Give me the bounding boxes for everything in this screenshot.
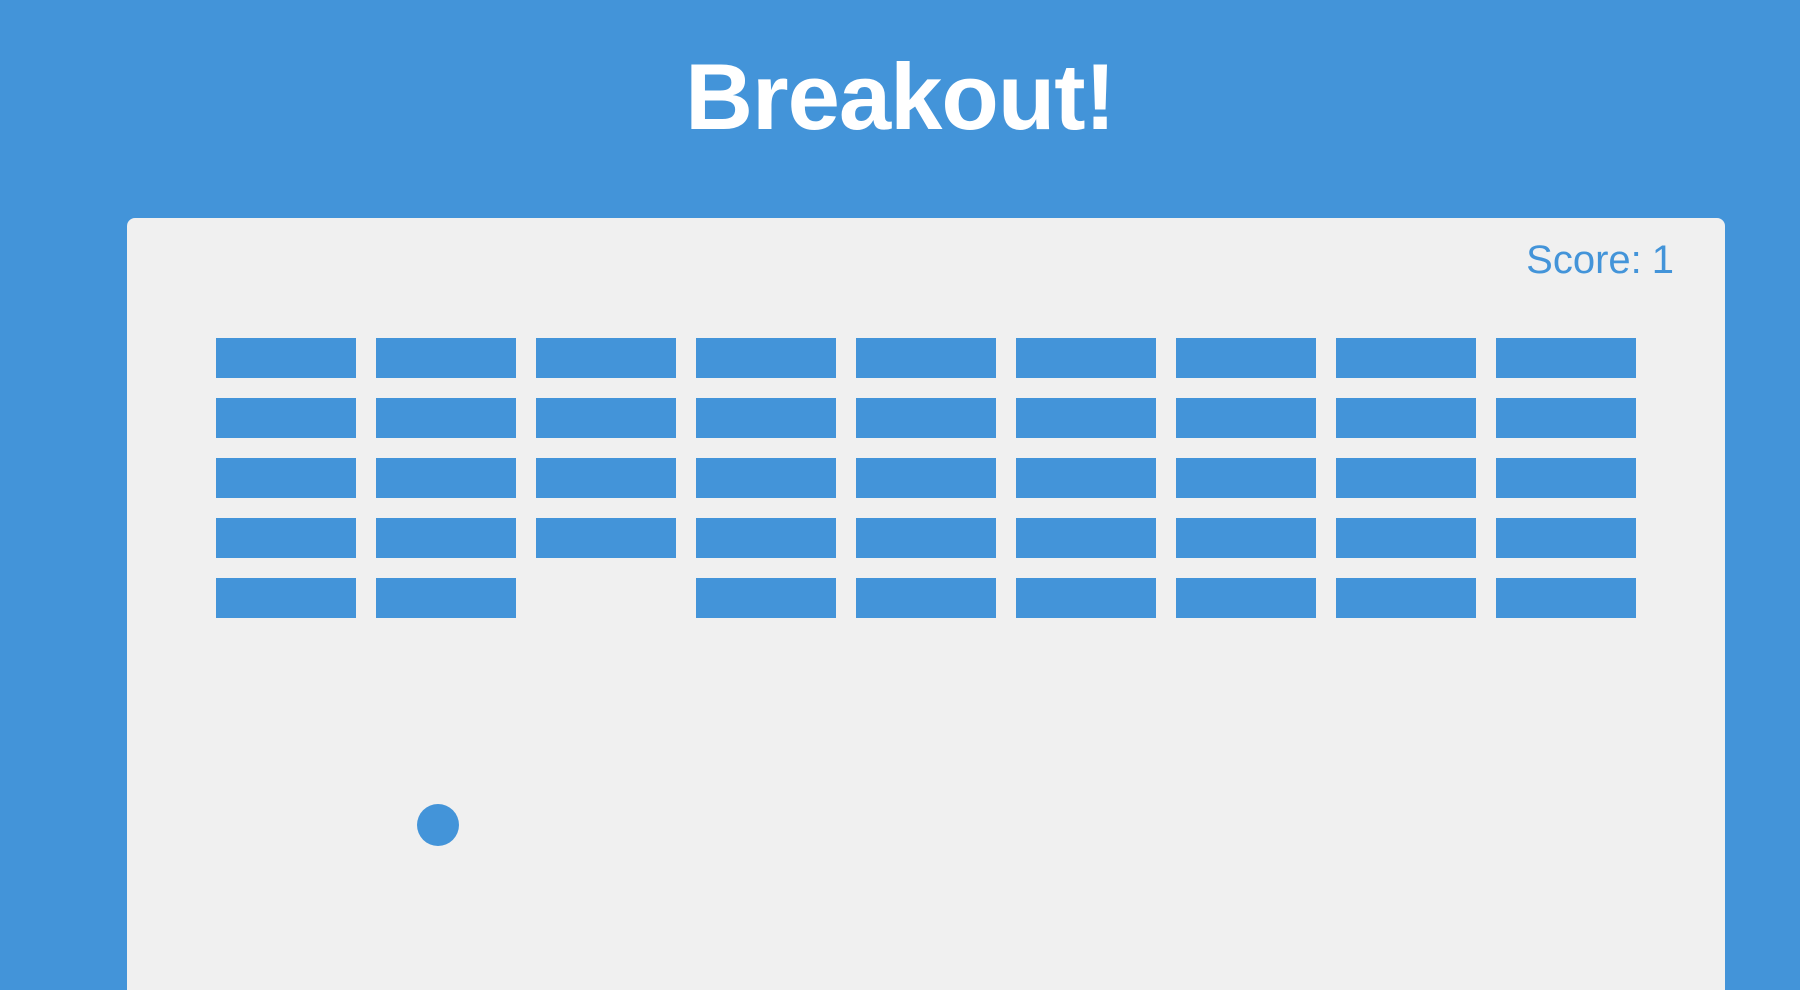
brick-r1-c9	[1496, 338, 1636, 378]
brick-r5-c8	[1336, 578, 1476, 618]
brick-r2-c3	[536, 398, 676, 438]
brick-r3-c3	[536, 458, 676, 498]
brick-r1-c6	[1016, 338, 1156, 378]
brick-r1-c1	[216, 338, 356, 378]
brick-r4-c8	[1336, 518, 1476, 558]
brick-r1-c4	[696, 338, 836, 378]
brick-r3-c4	[696, 458, 836, 498]
brick-r3-c2	[376, 458, 516, 498]
brick-r4-c5	[856, 518, 996, 558]
brick-r2-c6	[1016, 398, 1156, 438]
brick-r5-c9	[1496, 578, 1636, 618]
brick-r4-c7	[1176, 518, 1316, 558]
brick-r1-c7	[1176, 338, 1316, 378]
score-label: Score:	[1526, 238, 1642, 282]
brick-r1-c3	[536, 338, 676, 378]
brick-r2-c9	[1496, 398, 1636, 438]
brick-r3-c5	[856, 458, 996, 498]
game-title: Breakout!	[685, 44, 1116, 149]
brick-r2-c5	[856, 398, 996, 438]
brick-r5-c1	[216, 578, 356, 618]
brick-r5-c6	[1016, 578, 1156, 618]
brick-r5-c2	[376, 578, 516, 618]
brick-r5-c7	[1176, 578, 1316, 618]
brick-r4-c6	[1016, 518, 1156, 558]
brick-r4-c2	[376, 518, 516, 558]
brick-r3-c9	[1496, 458, 1636, 498]
brick-r1-c2	[376, 338, 516, 378]
score-display: Score: 1	[1526, 240, 1674, 280]
brick-r3-c8	[1336, 458, 1476, 498]
brick-r3-c6	[1016, 458, 1156, 498]
ball	[417, 804, 459, 846]
game-board[interactable]: Score: 1	[127, 218, 1725, 990]
brick-r4-c4	[696, 518, 836, 558]
brick-r2-c1	[216, 398, 356, 438]
brick-r1-c5	[856, 338, 996, 378]
brick-r1-c8	[1336, 338, 1476, 378]
brick-field	[216, 338, 1636, 618]
brick-r2-c7	[1176, 398, 1316, 438]
brick-r5-c4	[696, 578, 836, 618]
brick-r3-c7	[1176, 458, 1316, 498]
brick-r2-c2	[376, 398, 516, 438]
score-value: 1	[1651, 238, 1674, 282]
brick-r4-c3	[536, 518, 676, 558]
brick-r4-c1	[216, 518, 356, 558]
brick-r4-c9	[1496, 518, 1636, 558]
brick-r2-c4	[696, 398, 836, 438]
brick-r2-c8	[1336, 398, 1476, 438]
brick-r3-c1	[216, 458, 356, 498]
brick-r5-c5	[856, 578, 996, 618]
